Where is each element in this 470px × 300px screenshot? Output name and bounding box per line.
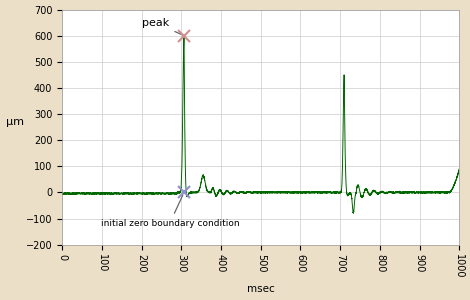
Text: initial zero boundary condition: initial zero boundary condition bbox=[101, 195, 239, 227]
X-axis label: msec: msec bbox=[247, 284, 274, 294]
Text: peak: peak bbox=[142, 18, 181, 34]
Y-axis label: μm: μm bbox=[6, 117, 24, 127]
